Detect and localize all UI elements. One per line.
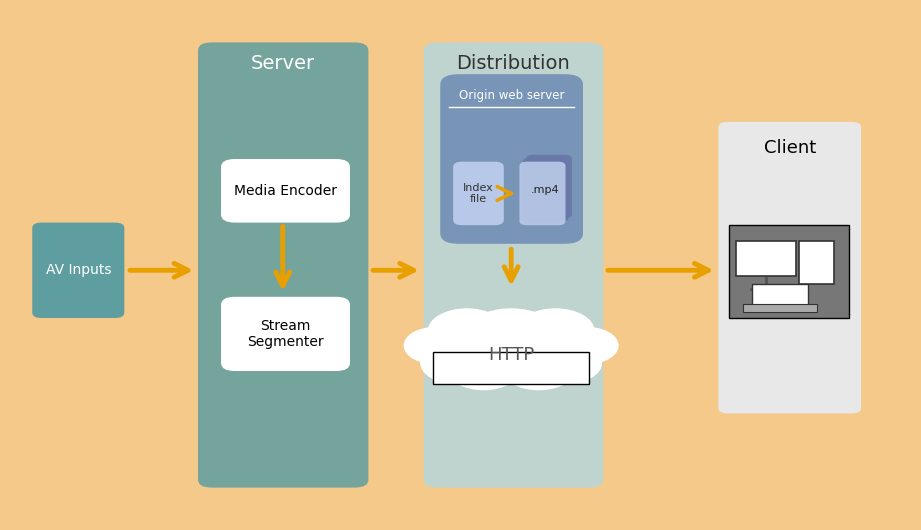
- Text: Client: Client: [764, 139, 816, 157]
- FancyBboxPatch shape: [799, 241, 834, 284]
- Circle shape: [421, 343, 491, 383]
- Text: Server: Server: [251, 54, 315, 73]
- Circle shape: [465, 329, 557, 382]
- Circle shape: [447, 347, 520, 390]
- Circle shape: [517, 309, 594, 354]
- FancyBboxPatch shape: [221, 159, 350, 223]
- Text: AV Inputs: AV Inputs: [45, 263, 111, 277]
- FancyBboxPatch shape: [440, 74, 583, 244]
- FancyBboxPatch shape: [221, 297, 350, 371]
- Text: HTTP: HTTP: [488, 346, 534, 364]
- Text: Distribution: Distribution: [457, 54, 570, 73]
- Text: .mp4: .mp4: [530, 186, 560, 195]
- Text: Index
file: Index file: [463, 183, 494, 204]
- FancyBboxPatch shape: [453, 162, 504, 225]
- Circle shape: [428, 309, 506, 354]
- FancyBboxPatch shape: [433, 352, 589, 384]
- Circle shape: [404, 328, 467, 364]
- Text: Stream
Segmenter: Stream Segmenter: [247, 319, 324, 349]
- Circle shape: [555, 328, 618, 364]
- FancyBboxPatch shape: [736, 241, 796, 276]
- Circle shape: [531, 343, 601, 383]
- FancyBboxPatch shape: [198, 42, 368, 488]
- FancyBboxPatch shape: [32, 223, 124, 318]
- FancyBboxPatch shape: [522, 158, 568, 222]
- Circle shape: [463, 309, 559, 364]
- FancyBboxPatch shape: [743, 304, 817, 312]
- FancyBboxPatch shape: [526, 155, 572, 218]
- FancyBboxPatch shape: [519, 162, 565, 225]
- FancyBboxPatch shape: [752, 284, 808, 305]
- Text: Origin web server: Origin web server: [459, 89, 565, 102]
- FancyBboxPatch shape: [729, 225, 849, 318]
- Circle shape: [502, 347, 576, 390]
- FancyBboxPatch shape: [718, 122, 861, 413]
- Text: Media Encoder: Media Encoder: [234, 184, 337, 198]
- FancyBboxPatch shape: [424, 42, 603, 488]
